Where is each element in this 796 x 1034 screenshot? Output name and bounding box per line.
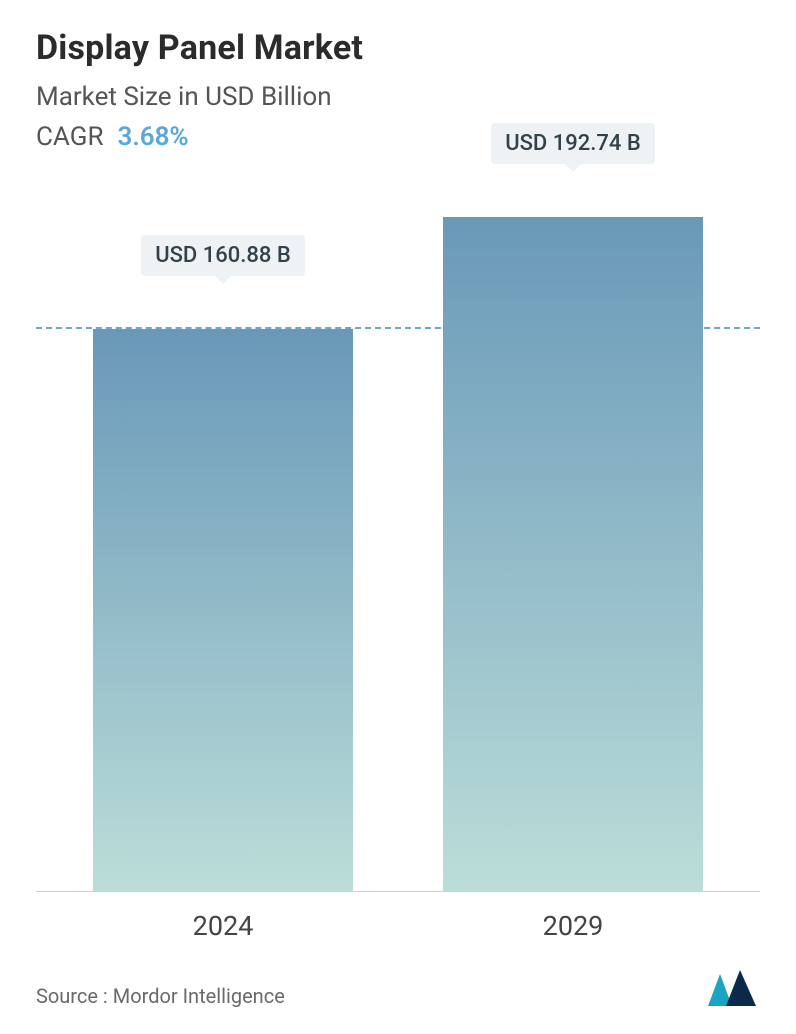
cagr-value: 3.68% — [117, 122, 188, 152]
x-axis-labels: 2024 2029 — [36, 910, 760, 942]
bars-container: USD 160.88 B USD 192.74 B — [36, 192, 760, 892]
bar-wrap: USD 160.88 B — [93, 329, 353, 892]
bar — [93, 329, 353, 892]
bar-wrap: USD 192.74 B — [443, 217, 703, 892]
footer: Source : Mordor Intelligence — [36, 970, 760, 1008]
cagr-label: CAGR — [36, 122, 103, 152]
value-badge: USD 192.74 B — [491, 123, 655, 164]
brand-logo-icon — [706, 970, 760, 1008]
page-subtitle: Market Size in USD Billion — [36, 82, 760, 112]
bar-chart: USD 160.88 BUSD 192.74 B 20242029 — [36, 192, 760, 892]
bar — [443, 217, 703, 892]
source-text: Source : Mordor Intelligence — [36, 984, 285, 1008]
x-label: 2029 — [443, 910, 703, 942]
chart-page: Display Panel Market Market Size in USD … — [0, 0, 796, 1034]
x-label: 2024 — [93, 910, 353, 942]
page-title: Display Panel Market — [36, 28, 760, 68]
baseline — [36, 891, 760, 892]
value-badge: USD 160.88 B — [141, 235, 305, 276]
